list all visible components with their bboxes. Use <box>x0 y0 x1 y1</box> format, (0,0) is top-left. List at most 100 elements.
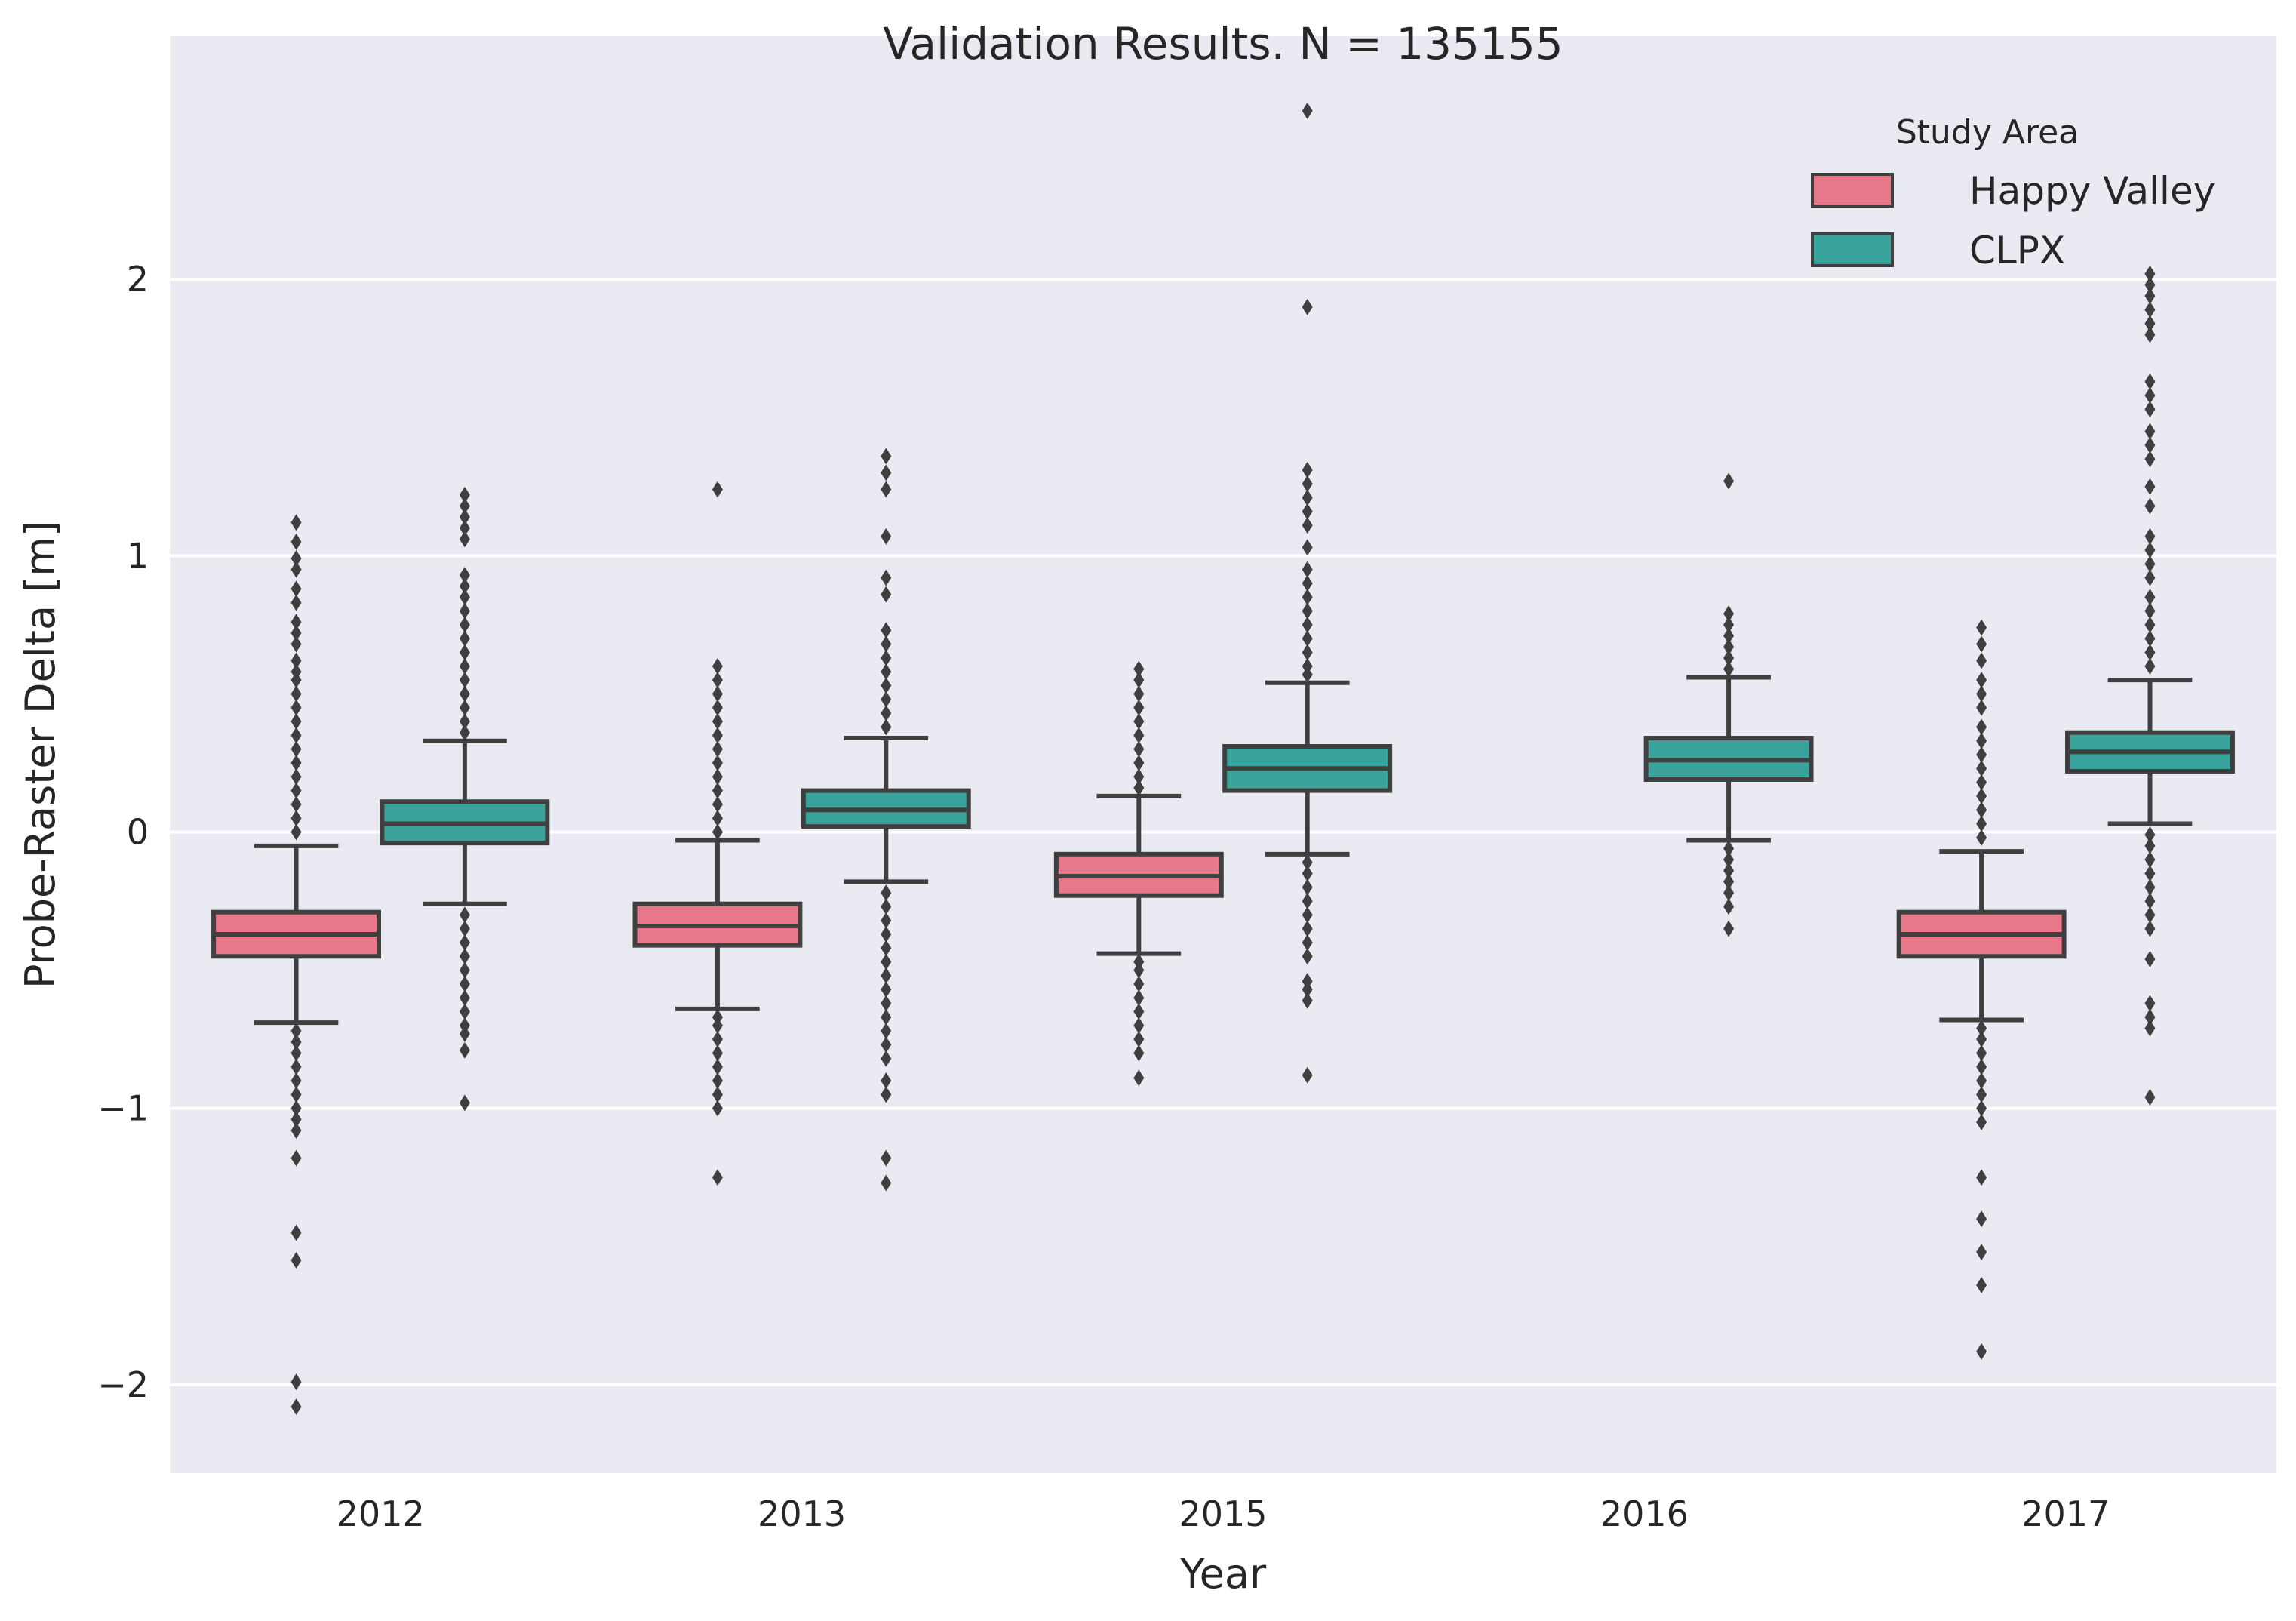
outlier-point <box>1133 1017 1145 1034</box>
outlier-point <box>290 768 302 786</box>
outlier-point <box>459 519 470 537</box>
y-tick-label: 1 <box>127 535 149 576</box>
outlier-point <box>1133 740 1145 758</box>
outlier-point <box>290 624 302 641</box>
outlier-point <box>2144 995 2156 1012</box>
box-happy-valley-2013 <box>632 481 803 1186</box>
outlier-point <box>459 975 470 992</box>
outlier-point <box>290 514 302 531</box>
outlier-point <box>1976 815 1987 832</box>
outlier-point <box>1302 616 1313 633</box>
legend-swatch-happy-valley <box>1811 173 1894 208</box>
outlier-point <box>712 685 723 703</box>
box-clpx-2013 <box>801 448 971 1192</box>
outlier-point <box>1723 920 1735 937</box>
outlier-point <box>2144 616 2156 633</box>
outlier-point <box>1976 1086 1987 1103</box>
outlier-point <box>290 561 302 578</box>
outlier-point <box>290 672 302 689</box>
box-happy-valley-2012 <box>211 514 381 1416</box>
outlier-point <box>290 1072 302 1090</box>
outlier-point <box>1976 1044 1987 1062</box>
outlier-point <box>712 1017 723 1034</box>
outlier-point <box>290 795 302 813</box>
x-tick-label: 2016 <box>1600 1493 1689 1534</box>
outlier-point <box>712 713 723 731</box>
outlier-point <box>1976 732 1987 749</box>
outlier-point <box>290 1224 302 1241</box>
outlier-point <box>1302 893 1313 910</box>
outlier-point <box>290 580 302 598</box>
outlier-point <box>1133 1003 1145 1020</box>
outlier-point <box>2144 920 2156 937</box>
y-tick-label: 2 <box>127 259 149 300</box>
outlier-point <box>290 1100 302 1117</box>
outlier-point <box>2144 865 2156 882</box>
outlier-point <box>1976 635 1987 653</box>
outlier-point <box>881 705 892 722</box>
outlier-point <box>881 1149 892 1167</box>
outlier-point <box>1976 829 1987 846</box>
outlier-point <box>1133 672 1145 689</box>
outlier-point <box>1302 503 1313 520</box>
outlier-point <box>1133 1044 1145 1062</box>
outlier-point <box>881 528 892 545</box>
outlier-point <box>290 550 302 568</box>
box-clpx-2016 <box>1643 472 1814 937</box>
outlier-point <box>2144 451 2156 468</box>
outlier-point <box>1133 699 1145 716</box>
outlier-point <box>1302 992 1313 1009</box>
outlier-point <box>1976 1244 1987 1261</box>
outlier-point <box>881 622 892 639</box>
outlier-point <box>2144 528 2156 545</box>
outlier-point <box>2144 478 2156 495</box>
y-tick-label: −1 <box>97 1088 149 1129</box>
box-happy-valley-2015 <box>1053 660 1224 1087</box>
outlier-point <box>1976 619 1987 636</box>
outlier-point <box>1302 589 1313 606</box>
outlier-point <box>881 464 892 481</box>
outlier-point <box>1133 685 1145 703</box>
y-tick-label: 0 <box>127 812 149 853</box>
outlier-point <box>459 948 470 965</box>
x-axis-label: Year <box>1179 1550 1267 1598</box>
outlier-point <box>881 1050 892 1067</box>
outlier-point <box>881 448 892 465</box>
outlier-point <box>881 586 892 603</box>
outlier-point <box>1723 616 1735 633</box>
chart-title: Validation Results. N = 135155 <box>883 18 1563 69</box>
outlier-point <box>290 1121 302 1139</box>
outlier-point <box>459 657 470 675</box>
outlier-point <box>1723 649 1735 666</box>
outlier-point <box>2144 630 2156 647</box>
outlier-point <box>2144 1020 2156 1037</box>
outlier-point <box>2144 315 2156 332</box>
outlier-point <box>290 685 302 703</box>
outlier-point <box>712 481 723 498</box>
outlier-point <box>1976 1277 1987 1294</box>
outlier-point <box>712 1169 723 1186</box>
outlier-point <box>712 768 723 786</box>
outlier-point <box>881 926 892 943</box>
outlier-point <box>881 1008 892 1026</box>
outlier-point <box>290 534 302 551</box>
outlier-point <box>2144 387 2156 404</box>
outlier-point <box>1723 840 1735 857</box>
outlier-point <box>1723 472 1735 490</box>
outlier-point <box>1976 685 1987 703</box>
outlier-point <box>712 1072 723 1090</box>
outlier-point <box>2144 589 2156 606</box>
outlier-point <box>290 1023 302 1040</box>
outlier-point <box>2144 893 2156 910</box>
outlier-point <box>1133 1031 1145 1048</box>
tick-labels: −2 −1 0 1 2 2012 2013 2015 2016 2017 <box>97 259 2110 1534</box>
outlier-point <box>881 718 892 736</box>
outlier-point <box>290 713 302 731</box>
outlier-point <box>2144 644 2156 661</box>
outlier-point <box>1976 1031 1987 1048</box>
outlier-point <box>2144 497 2156 515</box>
y-tick-label: −2 <box>97 1364 149 1405</box>
outlier-point <box>1976 672 1987 689</box>
legend: Study Area Happy Valley CLPX <box>1811 113 2215 272</box>
